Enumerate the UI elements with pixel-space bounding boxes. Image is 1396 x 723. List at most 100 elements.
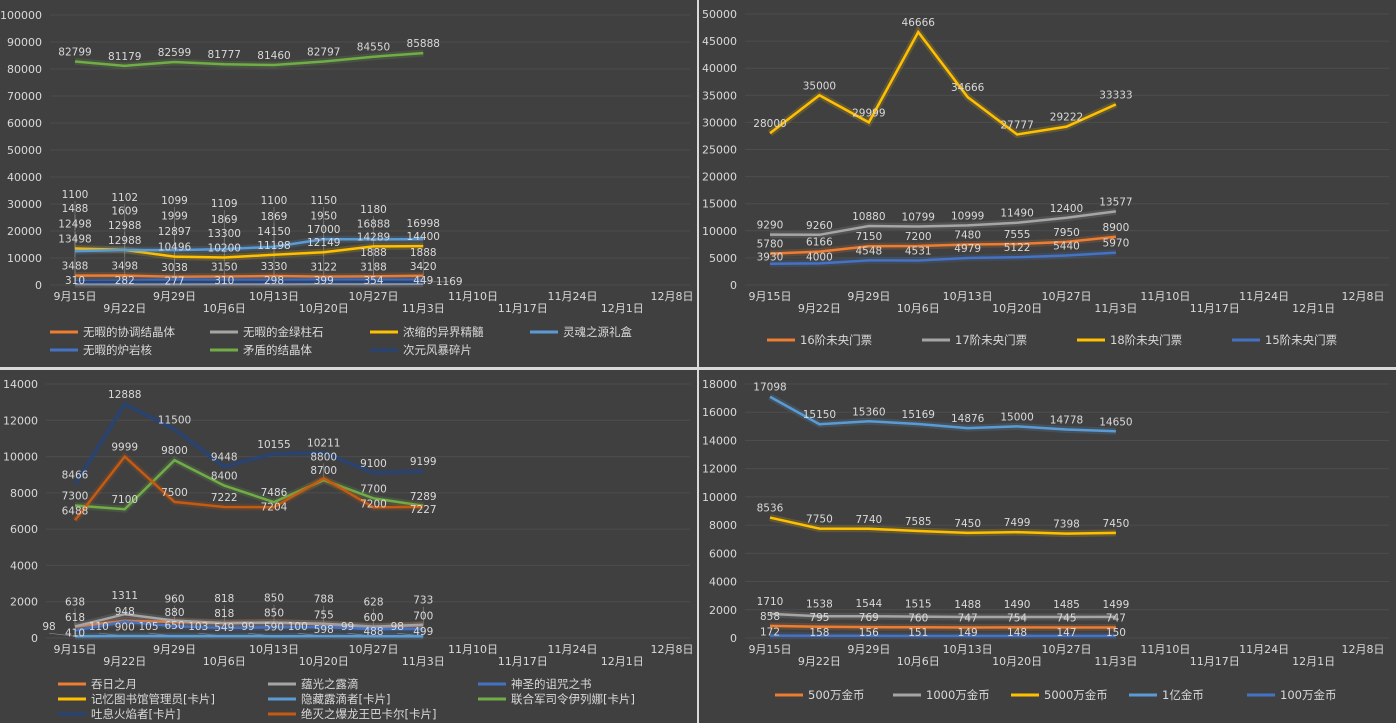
series-line-2 (74, 620, 424, 632)
data-label: 147 (1056, 627, 1076, 639)
data-label: 27777 (1000, 119, 1033, 131)
data-label: 310 (214, 275, 234, 287)
data-label: 3038 (161, 262, 188, 274)
data-label: 1869 (261, 211, 288, 223)
data-label: 12897 (158, 226, 191, 238)
data-label: 81179 (108, 51, 141, 63)
data-label: 6488 (62, 505, 89, 517)
y-tick-label: 60000 (7, 117, 42, 130)
y-tick-label: 14000 (702, 434, 737, 447)
data-label: 9199 (410, 456, 437, 468)
y-tick-label: 18000 (702, 378, 737, 391)
data-label: 14289 (357, 231, 390, 243)
data-label: 99 (241, 621, 254, 633)
x-tick-label: 10月20日 (992, 655, 1042, 668)
data-label: 12498 (58, 218, 91, 230)
data-label: 3930 (757, 252, 784, 264)
data-label: 600 (363, 612, 383, 624)
data-label: 747 (1106, 612, 1126, 624)
data-label: 10999 (951, 210, 984, 222)
x-tick-label: 11月10日 (448, 290, 498, 303)
x-tick-label: 12月8日 (651, 643, 694, 656)
data-label: 12988 (108, 235, 141, 247)
data-label: 81460 (257, 50, 290, 62)
y-tick-label: 10000 (7, 252, 42, 265)
legend-entry: 无暇的协调结晶体 (83, 325, 175, 339)
data-label: 17098 (753, 382, 786, 394)
data-label: 14650 (1099, 416, 1132, 428)
data-label: 7486 (261, 487, 288, 499)
data-label: 8400 (211, 471, 238, 483)
y-tick-label: 4000 (10, 559, 38, 572)
chart-panel-top-right: 0 5000 10000 15000 20000 25000 30000 35000 40000… (699, 0, 1396, 367)
data-label: 399 (314, 275, 334, 287)
y-tick-label: 35000 (702, 89, 737, 102)
legend-entry: 5000万金币 (1044, 688, 1108, 702)
data-label: 7100 (111, 494, 138, 506)
x-tick-label: 10月20日 (299, 655, 349, 668)
data-label: 1710 (757, 596, 784, 608)
data-label: 818 (214, 608, 234, 620)
x-tick-label: 11月24日 (1239, 643, 1289, 656)
data-label: 598 (314, 624, 334, 636)
x-tick-label: 10月6日 (203, 655, 246, 668)
data-label: 28000 (753, 118, 786, 130)
x-tick-label: 12月8日 (651, 290, 694, 303)
x-tick-label: 10月6日 (897, 655, 940, 668)
data-label: 618 (65, 612, 85, 624)
data-label: 7450 (1103, 518, 1130, 530)
data-label: 98 (391, 621, 404, 633)
chart-0: 0 10000 20000 30000 40000 50000 60000 70000 8000… (0, 9, 694, 357)
legend-entry: 灵魂之源礼盒 (563, 325, 632, 339)
x-tick-label: 11月10日 (1140, 290, 1190, 303)
data-label: 590 (264, 621, 284, 633)
data-label: 8800 (310, 451, 337, 463)
x-tick-label: 11月3日 (402, 302, 445, 315)
legend-entry: 神圣的诅咒之书 (511, 677, 592, 691)
y-tick-label: 2000 (10, 596, 38, 609)
data-label: 310 (65, 275, 85, 287)
data-label: 7289 (410, 491, 437, 503)
data-label: 150 (1106, 627, 1126, 639)
data-label: 100 (288, 621, 308, 633)
data-label: 16888 (357, 218, 390, 230)
legend-entry: 隐藏露滴者[卡片] (301, 692, 390, 706)
y-tick-label: 50000 (702, 8, 737, 21)
data-label: 1490 (1004, 599, 1031, 611)
y-tick-label: 20000 (702, 171, 737, 184)
data-label: 99 (341, 621, 354, 633)
data-label: 1485 (1053, 599, 1080, 611)
x-tick-label: 11月10日 (1140, 643, 1190, 656)
data-label: 14400 (407, 231, 440, 243)
data-label: 638 (65, 596, 85, 608)
series-line-2 (769, 29, 1117, 136)
data-label: 1544 (855, 598, 882, 610)
data-label: 7200 (905, 231, 932, 243)
data-label: 1515 (905, 599, 932, 611)
legend-entry: 矛盾的结晶体 (243, 343, 312, 357)
y-tick-label: 8000 (709, 519, 737, 532)
x-tick-label: 9月29日 (153, 290, 196, 303)
y-tick-label: 40000 (7, 171, 42, 184)
data-label: 700 (413, 610, 433, 622)
data-label: 84550 (357, 42, 390, 54)
legend-entry: 100万金币 (1280, 688, 1336, 702)
legend-entry: 吐息火焰者[卡片] (91, 707, 180, 721)
data-label: 82599 (158, 47, 191, 59)
data-label: 8466 (62, 469, 89, 481)
chart-panel-bottom-right: 0 2000 4000 6000 8000 10000 12000 14000 16000 180… (699, 370, 1396, 723)
x-tick-label: 9月22日 (798, 655, 841, 668)
x-tick-label: 10月6日 (897, 302, 940, 315)
data-label: 7950 (1053, 227, 1080, 239)
data-label: 3488 (62, 261, 89, 273)
chart-1: 0 5000 10000 15000 20000 25000 30000 35000 40000… (702, 8, 1389, 347)
y-tick-label: 30000 (702, 116, 737, 129)
x-tick-label: 11月24日 (1239, 290, 1289, 303)
data-label: 1538 (806, 598, 833, 610)
series-line-2 (769, 516, 1116, 535)
legend-entry: 绝灭之爆龙王巴卡尔[卡片] (301, 707, 436, 721)
data-label: 13577 (1099, 196, 1132, 208)
data-label: 9100 (360, 458, 387, 470)
data-label: 760 (908, 612, 928, 624)
data-label: 14876 (951, 413, 985, 425)
